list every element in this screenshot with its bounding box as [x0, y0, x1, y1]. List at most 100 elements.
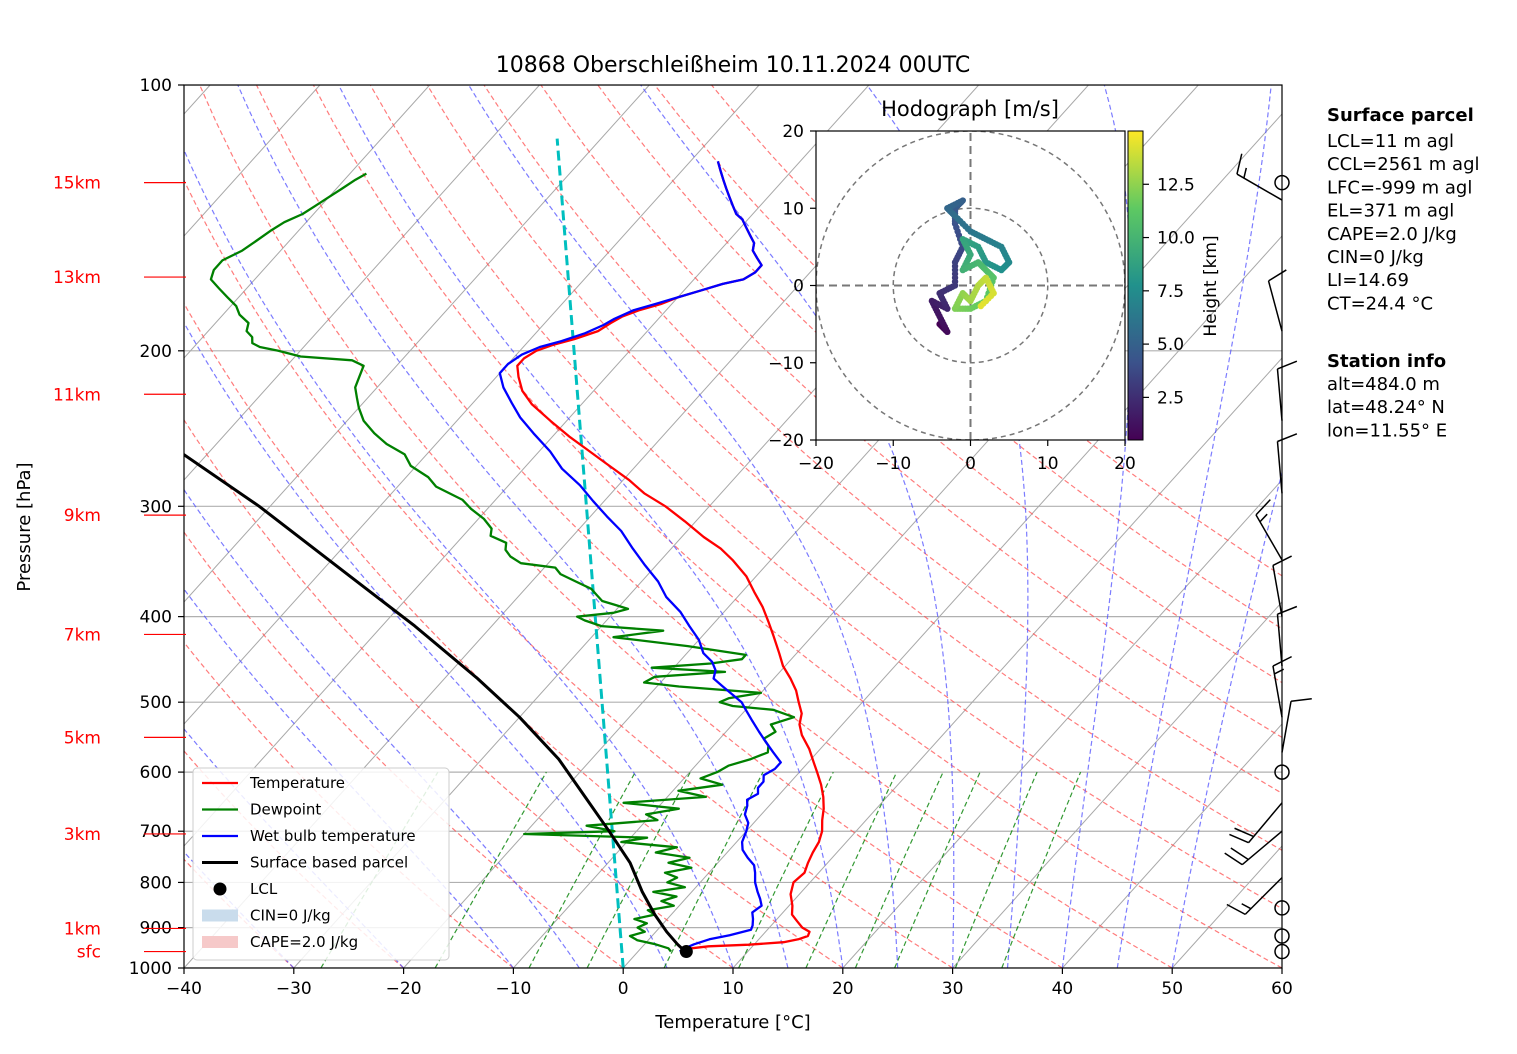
height-label: sfc [77, 943, 101, 963]
legend-label: Surface based parcel [250, 854, 408, 872]
x-tick-label: 30 [942, 979, 964, 999]
moist-adiabat-line [1171, 470, 1282, 968]
station-info-value: alt=484.0 m [1327, 374, 1440, 395]
y-tick-label: 300 [140, 497, 172, 517]
isotherm-line [1062, 723, 1282, 968]
wind-barb [1276, 360, 1298, 421]
moist-adiabat-line [184, 588, 514, 968]
moist-adiabat-line [184, 321, 668, 968]
hodograph-point [977, 302, 984, 310]
colorbar-tick-label: 7.5 [1157, 282, 1184, 302]
figure-title: 10868 Oberschleißheim 10.11.2024 00UTC [496, 53, 971, 78]
calm-wind-circle [1274, 764, 1290, 780]
surface-parcel-value: CT=24.4 °C [1327, 293, 1433, 314]
lcl-point [679, 945, 693, 959]
hodograph-y-tick-label: 0 [793, 277, 804, 297]
mixing-ratio-line [894, 771, 981, 968]
dewpoint-line [209, 172, 796, 953]
mixing-ratio-line [738, 771, 834, 968]
mixing-ratio-line [854, 771, 944, 968]
legend-label: Wet bulb temperature [250, 827, 416, 845]
wind-barb [1276, 605, 1298, 667]
legend-label: LCL [250, 880, 278, 898]
moist-adiabat-line [1116, 85, 1272, 968]
moist-adiabat-line [237, 85, 789, 968]
height-label: 15km [53, 174, 101, 194]
wind-barb [1224, 830, 1283, 866]
dry-adiabat-line [184, 418, 734, 968]
calm-wind-circle [1274, 928, 1290, 944]
legend-item: Temperature [202, 774, 345, 792]
isotherm-line [184, 85, 760, 725]
legend-label: Dewpoint [250, 801, 321, 819]
wind-barb [1267, 269, 1287, 332]
moist-adiabat-line [338, 85, 844, 968]
station-info-value: lon=11.55° E [1327, 420, 1447, 441]
wet-bulb-temperature-line [498, 160, 782, 953]
legend-item: Wet bulb temperature [202, 827, 416, 845]
y-tick-label: 400 [140, 608, 172, 628]
mixing-ratio-line [805, 771, 898, 968]
hodograph-title: Hodograph [m/s] [881, 97, 1059, 121]
isotherm-line [732, 357, 1282, 968]
surface-parcel-value: LI=14.69 [1327, 270, 1409, 291]
y-tick-label: 1000 [129, 959, 172, 979]
isotherm-line [184, 85, 321, 237]
legend-swatch [202, 936, 238, 948]
hodograph-x-tick-label: −10 [875, 454, 911, 474]
x-tick-label: −40 [166, 979, 202, 999]
legend-item: Dewpoint [202, 801, 321, 819]
dry-adiabat-line [199, 85, 1063, 968]
colorbar-tick-label: 5.0 [1157, 335, 1184, 355]
hodograph-y-tick-label: −10 [768, 354, 804, 374]
y-axis-label: Pressure [hPa] [14, 462, 35, 591]
x-tick-label: 50 [1161, 979, 1183, 999]
legend-label: CAPE=2.0 J/kg [250, 933, 358, 951]
legend-box [192, 767, 450, 961]
surface-parcel-value: LFC=-999 m agl [1327, 177, 1472, 198]
surface-parcel-value: CAPE=2.0 J/kg [1327, 224, 1457, 245]
hodograph: −20 −10 0 10 20 20 10 0 −10 −20 Hodograph [m/s] 2… [768, 97, 1221, 474]
legend: Temperature Dewpoint Wet bulb temperature S… [192, 767, 450, 961]
y-tick-label: 800 [140, 873, 172, 893]
calm-wind-circle [1274, 174, 1290, 191]
lfc-reference-line [555, 138, 625, 968]
legend-item: CAPE=2.0 J/kg [202, 933, 358, 951]
height-label: 3km [64, 825, 101, 845]
x-tick-label: 40 [1052, 979, 1074, 999]
height-label: 9km [64, 506, 101, 526]
legend-item: Surface based parcel [202, 854, 408, 872]
dry-adiabat-line [312, 85, 1282, 968]
legend-item: CIN=0 J/kg [202, 907, 331, 925]
surface-parcel-value: CCL=2561 m agl [1327, 154, 1480, 175]
hodograph-y-tick-label: 10 [782, 199, 804, 219]
hodograph-x-tick-label: 0 [965, 454, 976, 474]
y-tick-label: 500 [140, 693, 172, 713]
isotherm-line [952, 601, 1282, 968]
station-info-heading: Station info [1327, 351, 1446, 372]
wind-barb [1272, 555, 1292, 617]
moist-adiabat-line [184, 148, 734, 968]
calm-wind-circle [1274, 943, 1290, 960]
dry-adiabat-line [184, 178, 953, 968]
surface-parcel-value: LCL=11 m agl [1327, 131, 1454, 152]
station-info-value: lat=48.24° N [1327, 397, 1445, 418]
isotherm-line [842, 479, 1282, 968]
isotherm-line [622, 235, 1282, 968]
wind-barb [1229, 802, 1283, 844]
legend-swatch [202, 909, 238, 922]
height-label: 11km [53, 385, 101, 405]
mixing-ratio-line [1001, 771, 1082, 968]
legend-label: CIN=0 J/kg [250, 907, 331, 925]
mixing-ratio-line [954, 771, 1038, 968]
dry-adiabat-line [426, 85, 1282, 851]
x-tick-label: −20 [386, 979, 422, 999]
x-tick-label: 60 [1271, 979, 1293, 999]
wind-barb [1236, 153, 1283, 201]
hodograph-x-tick-label: 10 [1037, 454, 1059, 474]
surface-based-parcel-line [184, 452, 687, 953]
colorbar-label: Height [km] [1201, 235, 1221, 336]
isotherm-line [184, 85, 431, 359]
surface-parcel-heading: Surface parcel [1327, 105, 1474, 126]
